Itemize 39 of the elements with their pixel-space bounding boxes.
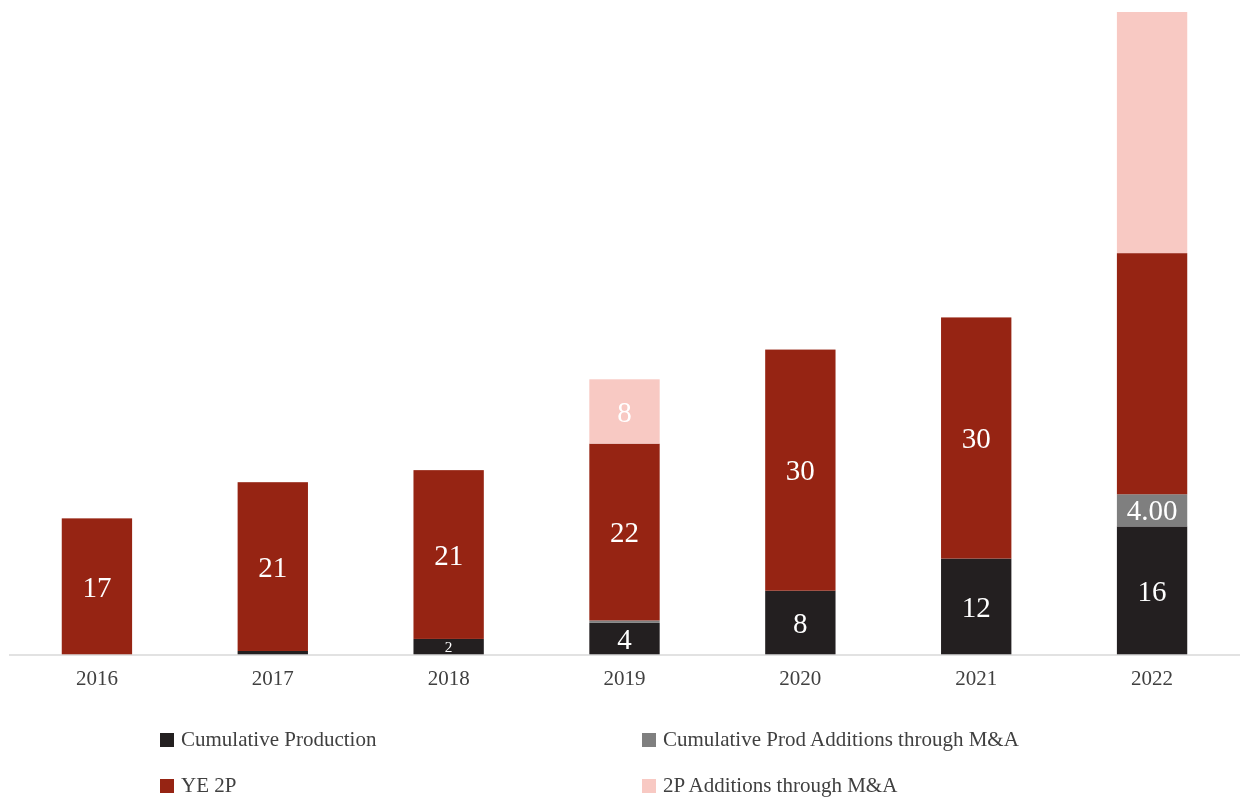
data-label: 8 [793, 607, 808, 639]
data-label: 12 [961, 590, 991, 623]
bar [1116, 12, 1188, 254]
legend-label: 2P Additions through M&A [663, 773, 899, 797]
bar [1116, 526, 1188, 655]
bar [1116, 253, 1188, 495]
x-tick-label: 2018 [427, 666, 470, 691]
legend-label: Cumulative Prod Additions through M&A [663, 727, 1020, 751]
bar [589, 622, 660, 655]
x-tick-label: 2016 [75, 666, 118, 691]
x-tick-label: 2017 [251, 666, 294, 691]
data-label: 4.00 [1126, 494, 1178, 527]
bar [237, 482, 308, 651]
x-tick-label: 2022 [1131, 666, 1174, 691]
x-tick-label: 2021 [955, 666, 998, 691]
data-label: 21 [258, 550, 288, 583]
bar [941, 558, 1012, 655]
bar [765, 349, 836, 591]
legend-label: YE 2P [181, 773, 237, 797]
bar [941, 317, 1012, 559]
x-tick-label: 2019 [603, 666, 646, 691]
data-label: 30 [961, 422, 991, 455]
bar [589, 379, 660, 444]
data-label: 4 [617, 623, 633, 656]
bar [61, 518, 133, 655]
data-label: 8 [617, 395, 632, 428]
data-label: 21 [434, 538, 464, 571]
data-label: 17 [82, 570, 112, 603]
bar [589, 620, 660, 623]
bar [413, 470, 484, 639]
data-label: 16 [1137, 574, 1167, 607]
bar [765, 590, 836, 655]
bar [589, 443, 660, 621]
x-tick-label: 2020 [779, 666, 822, 691]
data-label: 2 [444, 638, 453, 656]
legend-label: Cumulative Production [181, 727, 377, 751]
bar [413, 638, 484, 655]
data-label: 22 [610, 516, 639, 549]
data-label: 30 [785, 454, 815, 487]
